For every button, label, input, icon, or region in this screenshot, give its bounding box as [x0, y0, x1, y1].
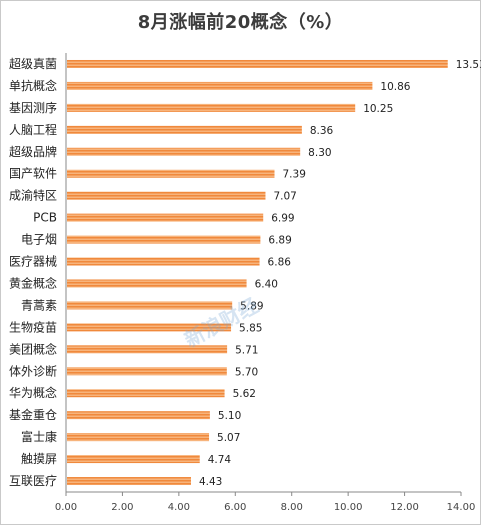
- value-label: 5.71: [235, 344, 258, 356]
- category-label: 基因测序: [9, 100, 57, 115]
- bar-17: [67, 411, 210, 420]
- category-label: 医疗器械: [9, 254, 57, 269]
- bar-8: [67, 213, 264, 222]
- category-label: 超级品牌: [9, 144, 57, 159]
- x-tick-label: 2.00: [111, 502, 133, 513]
- bar-20: [67, 477, 191, 486]
- bar-1: [67, 59, 448, 68]
- category-label: 超级真菌: [9, 56, 57, 71]
- value-label: 8.30: [308, 147, 331, 159]
- bar-4: [67, 125, 302, 134]
- bar-10: [67, 257, 260, 266]
- category-label: 体外诊断: [9, 363, 57, 378]
- category-label: 国产软件: [9, 167, 57, 181]
- category-label: 成渝特区: [9, 188, 57, 203]
- category-label: PCB: [33, 211, 57, 225]
- value-label: 5.89: [240, 300, 263, 312]
- x-tick-label: 4.00: [168, 502, 190, 513]
- value-label: 5.85: [239, 322, 262, 334]
- value-label: 10.25: [363, 103, 393, 115]
- x-tick-label: 6.00: [224, 502, 246, 513]
- bar-18: [67, 433, 210, 442]
- bar-19: [67, 455, 200, 464]
- bar-7: [67, 191, 266, 200]
- x-tick-label: 12.00: [390, 502, 419, 513]
- category-label: 单抗概念: [9, 78, 57, 93]
- bar-13: [67, 323, 232, 332]
- x-tick-label: 8.00: [281, 502, 303, 513]
- value-label: 6.99: [271, 213, 294, 225]
- value-label: 8.36: [310, 125, 334, 137]
- bar-16: [67, 389, 225, 398]
- value-label: 5.62: [233, 388, 256, 400]
- value-label: 5.70: [235, 366, 258, 378]
- value-label: 6.89: [268, 235, 291, 247]
- value-label: 5.10: [218, 410, 241, 422]
- value-label: 4.74: [208, 454, 232, 466]
- value-label: 7.39: [283, 169, 306, 181]
- category-label: 触摸屏: [21, 452, 57, 466]
- x-tick-label: 14.00: [447, 502, 476, 513]
- category-label: 生物疫苗: [9, 319, 57, 334]
- x-tick-label: 10.00: [334, 502, 363, 513]
- category-label: 电子烟: [21, 233, 57, 247]
- category-label: 富士康: [21, 429, 57, 444]
- bar-5: [67, 147, 301, 156]
- bar-9: [67, 235, 261, 244]
- chart-title: 8月涨幅前20概念（%）: [137, 12, 344, 33]
- bar-14: [67, 345, 228, 354]
- bar-6: [67, 169, 275, 178]
- value-label: 6.86: [268, 257, 292, 269]
- category-label: 华为概念: [9, 385, 57, 400]
- category-label: 黄金概念: [9, 275, 57, 290]
- bar-12: [67, 301, 233, 310]
- value-label: 10.86: [380, 81, 410, 93]
- bar-2: [67, 81, 373, 90]
- value-label: 5.07: [217, 432, 240, 444]
- category-label: 美团概念: [9, 341, 57, 356]
- bar-15: [67, 367, 227, 376]
- category-label: 基金重仓: [9, 407, 57, 422]
- x-tick-label: 0.00: [55, 502, 77, 513]
- value-label: 4.43: [199, 476, 222, 488]
- value-label: 13.53: [456, 59, 481, 71]
- bar-3: [67, 103, 356, 112]
- value-label: 6.40: [255, 278, 278, 290]
- value-label: 7.07: [273, 191, 296, 203]
- category-label: 青蒿素: [21, 298, 57, 312]
- category-label: 人脑工程: [9, 122, 57, 137]
- bar-11: [67, 279, 247, 288]
- category-label: 互联医疗: [9, 474, 57, 488]
